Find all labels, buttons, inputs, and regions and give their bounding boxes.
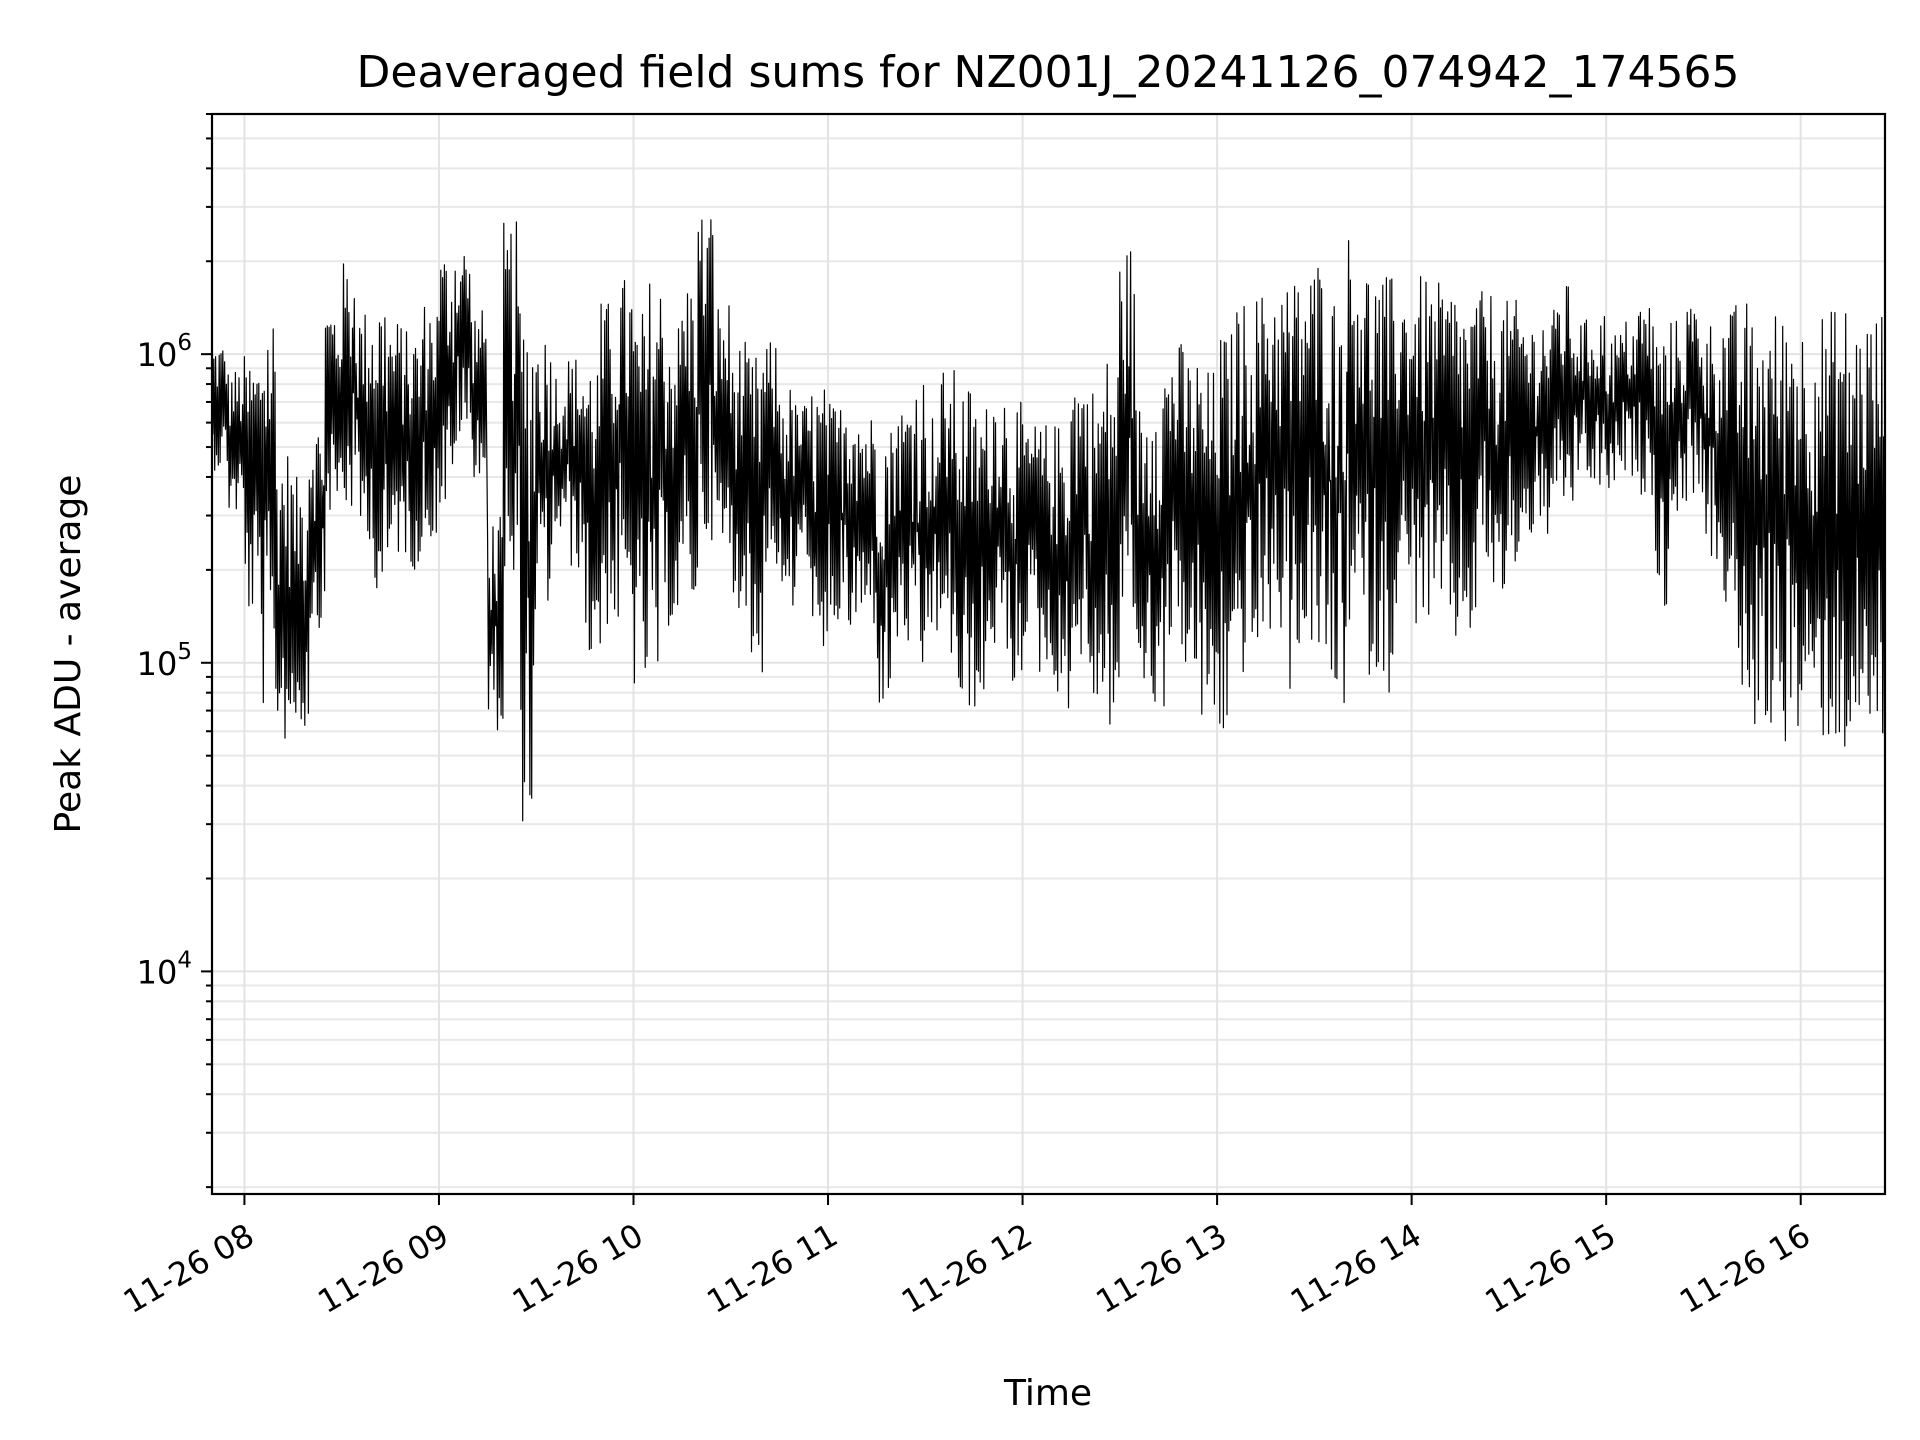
y-tick-label: 105: [137, 639, 192, 683]
plot-frame: [210, 112, 1887, 1196]
y-tick-exponent: 4: [177, 947, 192, 973]
y-tick-base: 10: [137, 953, 178, 991]
series-line: [211, 219, 1886, 822]
y-tick-label: 106: [137, 330, 192, 374]
y-tick-base: 10: [137, 336, 178, 374]
y-tick-label: 104: [137, 947, 192, 991]
x-axis-label: Time: [1003, 1373, 1092, 1414]
grid: [212, 113, 1885, 1194]
y-tick-exponent: 6: [177, 330, 192, 356]
y-tick-base: 10: [137, 645, 178, 683]
y-tick-exponent: 5: [177, 639, 192, 665]
y-axis-label: Peak ADU - average: [48, 475, 89, 834]
data-series: [211, 219, 1886, 822]
chart-title: Deaveraged field sums for NZ001J_2024112…: [357, 47, 1740, 98]
